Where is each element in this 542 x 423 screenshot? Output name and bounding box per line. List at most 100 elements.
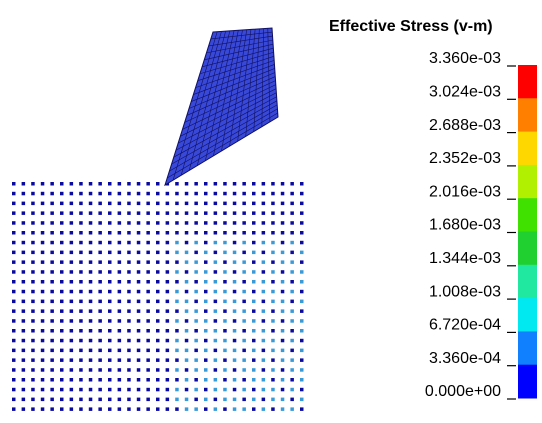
node xyxy=(50,182,54,186)
node xyxy=(31,280,35,284)
node xyxy=(69,358,74,362)
node xyxy=(136,280,141,284)
node xyxy=(242,231,246,235)
node xyxy=(31,338,35,343)
node xyxy=(242,407,246,411)
node xyxy=(136,309,141,313)
node xyxy=(40,387,45,392)
node xyxy=(300,358,304,362)
node xyxy=(252,231,256,235)
node xyxy=(79,240,83,245)
node xyxy=(242,397,246,402)
node xyxy=(156,250,160,255)
node xyxy=(175,191,179,196)
node xyxy=(204,182,208,186)
node xyxy=(300,221,304,225)
node xyxy=(156,221,160,225)
node xyxy=(60,299,64,304)
node xyxy=(184,319,189,323)
legend: 3.360e-03 3.024e-03 2.688e-03 2.352e-03 2.01… xyxy=(425,50,537,400)
node xyxy=(108,182,112,186)
node xyxy=(300,319,304,323)
node xyxy=(290,201,294,206)
node xyxy=(213,221,218,225)
node xyxy=(60,319,64,323)
node xyxy=(79,211,83,215)
node xyxy=(136,338,141,343)
node xyxy=(261,182,266,186)
node xyxy=(280,182,285,186)
node xyxy=(204,368,208,372)
node xyxy=(252,319,256,323)
node xyxy=(261,231,266,235)
node xyxy=(290,358,294,362)
node xyxy=(213,211,218,215)
node xyxy=(79,280,83,284)
node xyxy=(156,289,160,294)
node xyxy=(31,270,35,274)
node xyxy=(127,221,131,225)
node xyxy=(175,387,179,392)
node xyxy=(117,397,122,402)
node xyxy=(280,329,285,333)
node xyxy=(136,201,141,206)
node xyxy=(21,338,26,343)
node xyxy=(88,182,93,186)
node xyxy=(108,299,112,304)
node xyxy=(242,260,246,264)
node xyxy=(232,250,237,255)
node xyxy=(165,289,170,294)
node xyxy=(213,240,218,245)
node xyxy=(290,280,294,284)
node xyxy=(156,378,160,382)
node xyxy=(146,299,150,304)
node xyxy=(50,221,54,225)
node xyxy=(194,397,198,402)
node xyxy=(117,329,122,333)
node xyxy=(50,201,54,206)
node xyxy=(165,378,170,382)
node xyxy=(175,348,179,353)
node xyxy=(117,309,122,313)
node xyxy=(98,182,102,186)
node xyxy=(21,368,26,372)
node xyxy=(194,319,198,323)
node xyxy=(60,270,64,274)
node xyxy=(88,270,93,274)
node xyxy=(117,387,122,392)
node xyxy=(127,309,131,313)
node xyxy=(271,368,275,372)
color-segment xyxy=(518,65,537,99)
node xyxy=(31,368,35,372)
node xyxy=(194,270,198,274)
node xyxy=(261,368,266,372)
node xyxy=(223,329,227,333)
node xyxy=(184,240,189,245)
node xyxy=(213,329,218,333)
node xyxy=(280,191,285,196)
node xyxy=(146,387,150,392)
node xyxy=(261,201,266,206)
node xyxy=(165,280,170,284)
node xyxy=(300,378,304,382)
node xyxy=(300,201,304,206)
node xyxy=(156,358,160,362)
node xyxy=(50,260,54,264)
node xyxy=(290,397,294,402)
node xyxy=(204,211,208,215)
wedge-edge xyxy=(182,84,276,130)
node xyxy=(232,407,237,411)
node xyxy=(194,240,198,245)
node xyxy=(204,280,208,284)
wedge-edge xyxy=(184,80,276,123)
node xyxy=(242,280,246,284)
node xyxy=(271,201,275,206)
node xyxy=(204,309,208,313)
node xyxy=(280,387,285,392)
node xyxy=(136,397,141,402)
node xyxy=(98,397,102,402)
node xyxy=(175,329,179,333)
node xyxy=(213,407,218,411)
node xyxy=(136,387,141,392)
node xyxy=(213,191,218,196)
